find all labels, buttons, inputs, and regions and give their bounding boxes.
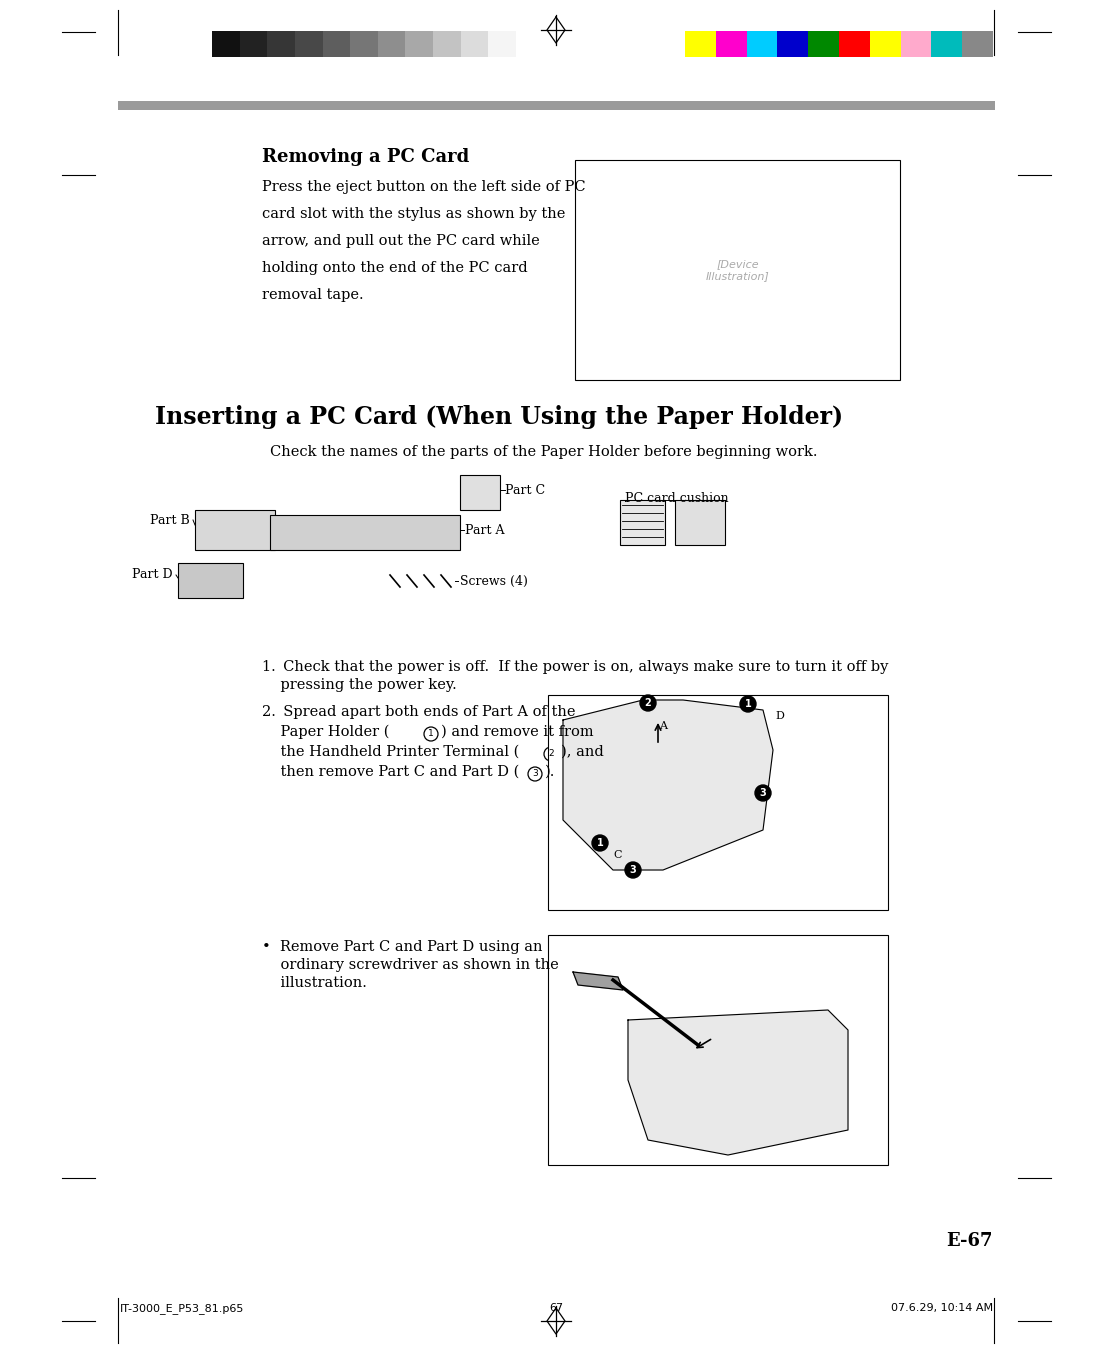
Bar xyxy=(405,31,433,57)
Bar xyxy=(932,31,963,57)
Bar xyxy=(351,31,377,57)
Bar xyxy=(195,510,275,551)
Text: Part A: Part A xyxy=(465,524,504,537)
Text: 1: 1 xyxy=(745,700,751,709)
Bar xyxy=(575,160,900,380)
Bar xyxy=(267,31,295,57)
Polygon shape xyxy=(563,700,774,870)
Bar xyxy=(684,31,716,57)
Bar xyxy=(548,695,888,911)
Text: E-67: E-67 xyxy=(946,1233,993,1250)
Text: 3: 3 xyxy=(532,770,538,778)
Circle shape xyxy=(626,862,641,878)
Bar xyxy=(674,501,725,545)
Bar xyxy=(548,935,888,1165)
Bar xyxy=(716,31,747,57)
Text: ) and remove it from: ) and remove it from xyxy=(441,725,593,739)
Bar xyxy=(869,31,900,57)
Bar xyxy=(808,31,839,57)
Bar xyxy=(239,31,267,57)
Text: ordinary screwdriver as shown in the: ordinary screwdriver as shown in the xyxy=(262,958,559,971)
Text: holding onto the end of the PC card: holding onto the end of the PC card xyxy=(262,261,528,275)
Text: Press the eject button on the left side of PC: Press the eject button on the left side … xyxy=(262,180,585,193)
Text: Part D: Part D xyxy=(132,568,173,582)
Bar xyxy=(489,31,516,57)
Bar xyxy=(620,501,664,545)
Circle shape xyxy=(740,695,756,712)
Bar xyxy=(461,31,489,57)
Bar xyxy=(118,101,995,110)
Circle shape xyxy=(592,835,608,851)
Text: A: A xyxy=(659,721,667,731)
Text: [Device
Illustration]: [Device Illustration] xyxy=(706,260,769,281)
Text: 3: 3 xyxy=(760,787,767,798)
Text: Check the names of the parts of the Paper Holder before beginning work.: Check the names of the parts of the Pape… xyxy=(270,445,818,459)
Polygon shape xyxy=(573,971,623,990)
Bar xyxy=(295,31,323,57)
Text: removal tape.: removal tape. xyxy=(262,288,364,302)
Bar xyxy=(777,31,808,57)
Text: 07.6.29, 10:14 AM: 07.6.29, 10:14 AM xyxy=(890,1303,993,1312)
Text: C: C xyxy=(613,850,622,861)
Text: IT-3000_E_P53_81.p65: IT-3000_E_P53_81.p65 xyxy=(120,1303,245,1314)
Bar xyxy=(270,515,460,551)
Text: 3: 3 xyxy=(630,865,637,875)
Text: 67: 67 xyxy=(549,1303,563,1312)
Polygon shape xyxy=(628,1009,848,1155)
Text: card slot with the stylus as shown by the: card slot with the stylus as shown by th… xyxy=(262,207,565,221)
Text: Removing a PC Card: Removing a PC Card xyxy=(262,147,470,166)
Text: pressing the power key.: pressing the power key. xyxy=(262,678,456,691)
Text: Part C: Part C xyxy=(505,483,545,497)
Bar xyxy=(433,31,461,57)
Bar xyxy=(178,563,243,598)
Text: D: D xyxy=(776,710,785,721)
Text: 1: 1 xyxy=(429,729,434,739)
Text: Inserting a PC Card (When Using the Paper Holder): Inserting a PC Card (When Using the Pape… xyxy=(155,405,844,429)
Circle shape xyxy=(640,695,656,710)
Bar xyxy=(377,31,405,57)
Text: the Handheld Printer Terminal (: the Handheld Printer Terminal ( xyxy=(262,746,520,759)
Text: 2. Spread apart both ends of Part A of the: 2. Spread apart both ends of Part A of t… xyxy=(262,705,575,718)
Text: Part B: Part B xyxy=(150,514,190,526)
Text: Paper Holder (: Paper Holder ( xyxy=(262,725,390,739)
Text: PC card cushion: PC card cushion xyxy=(626,492,729,505)
Bar xyxy=(323,31,351,57)
Text: then remove Part C and Part D (: then remove Part C and Part D ( xyxy=(262,764,520,779)
Text: •  Remove Part C and Part D using an: • Remove Part C and Part D using an xyxy=(262,940,542,954)
Text: 2: 2 xyxy=(644,698,651,708)
Text: 1. Check that the power is off.  If the power is on, always make sure to turn it: 1. Check that the power is off. If the p… xyxy=(262,660,888,674)
Text: 1: 1 xyxy=(597,838,603,848)
Bar xyxy=(963,31,993,57)
Bar xyxy=(839,31,869,57)
Text: ), and: ), and xyxy=(561,746,603,759)
Text: arrow, and pull out the PC card while: arrow, and pull out the PC card while xyxy=(262,234,540,248)
Text: 2: 2 xyxy=(549,750,554,759)
Bar xyxy=(460,475,500,510)
Bar xyxy=(900,31,932,57)
Text: Screws (4): Screws (4) xyxy=(460,575,528,587)
Circle shape xyxy=(755,785,771,801)
Text: ).: ). xyxy=(545,764,555,779)
Bar xyxy=(211,31,239,57)
Bar xyxy=(747,31,777,57)
Text: illustration.: illustration. xyxy=(262,976,367,990)
